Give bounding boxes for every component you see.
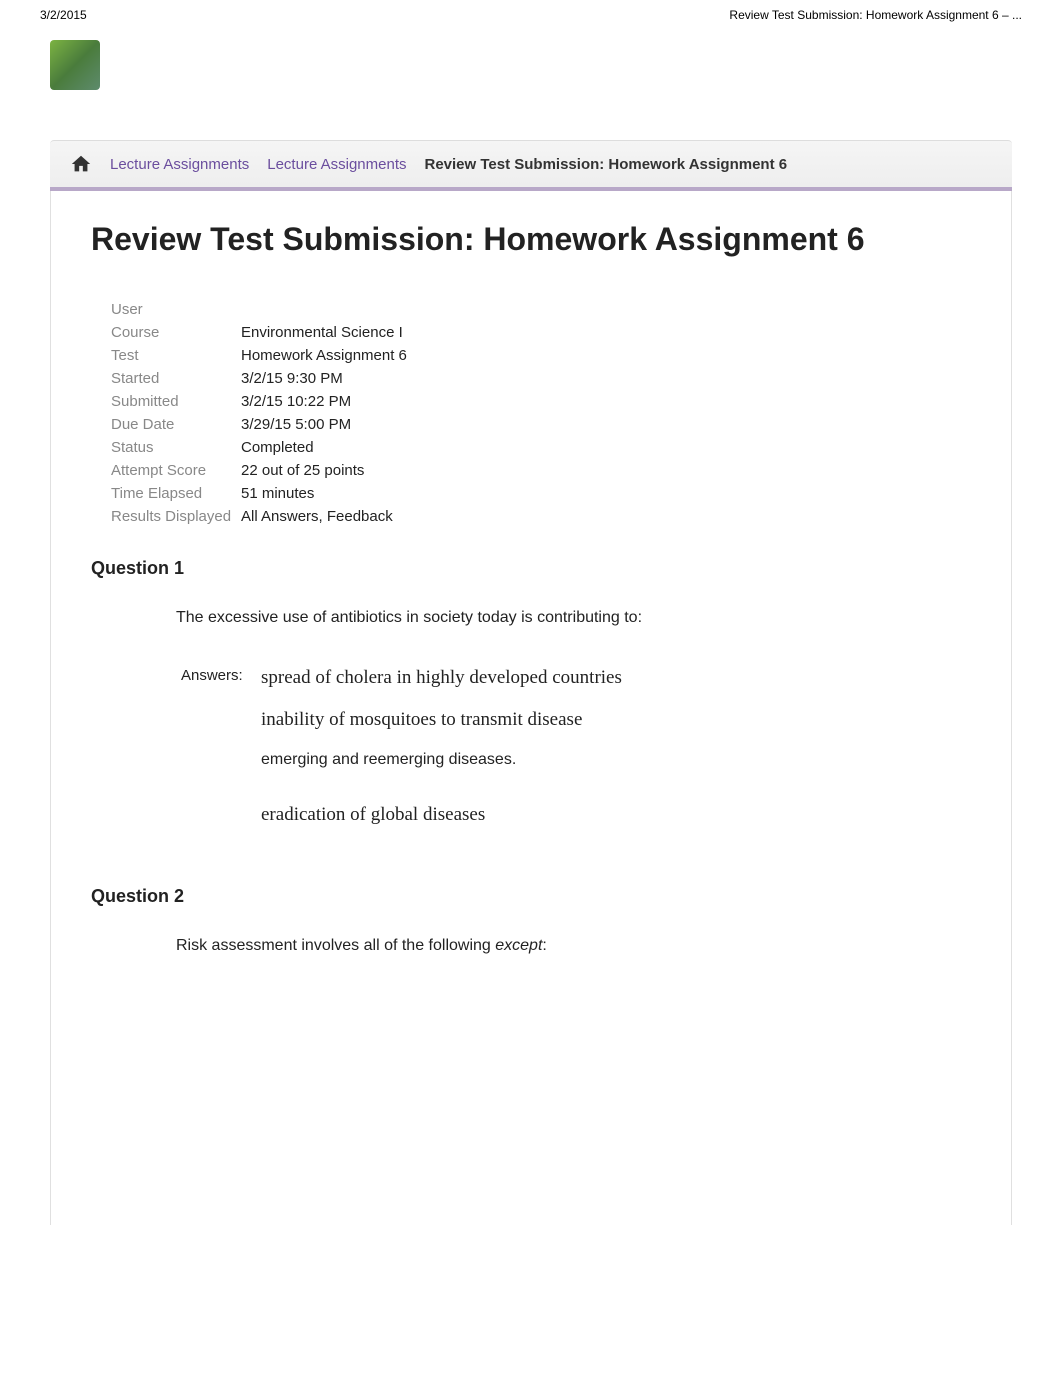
info-value: 3/2/15 9:30 PM <box>241 370 343 387</box>
info-row-user: User <box>111 298 971 321</box>
info-label: Results Displayed <box>111 508 241 525</box>
breadcrumb-link-2[interactable]: Lecture Assignments <box>267 156 406 173</box>
info-row-results: Results Displayed All Answers, Feedback <box>111 505 971 528</box>
submission-info-table: User Course Environmental Science I Test… <box>111 298 971 528</box>
info-label: Status <box>111 439 241 456</box>
info-row-test: Test Homework Assignment 6 <box>111 344 971 367</box>
q2-text-after: : <box>542 937 546 954</box>
info-value: All Answers, Feedback <box>241 508 393 525</box>
header-title: Review Test Submission: Homework Assignm… <box>729 8 1022 22</box>
logo-icon <box>50 40 100 90</box>
info-label: Due Date <box>111 416 241 433</box>
info-row-started: Started 3/2/15 9:30 PM <box>111 367 971 390</box>
breadcrumb-current: Review Test Submission: Homework Assignm… <box>425 156 788 173</box>
info-label: Test <box>111 347 241 364</box>
top-banner <box>0 30 1062 140</box>
question-1-answers: Answers: spread of cholera in highly dev… <box>181 667 971 826</box>
question-1-text: The excessive use of antibiotics in soci… <box>176 609 971 627</box>
info-row-score: Attempt Score 22 out of 25 points <box>111 459 971 482</box>
answer-option: spread of cholera in highly developed co… <box>261 667 622 689</box>
info-label: Attempt Score <box>111 462 241 479</box>
info-label: Submitted <box>111 393 241 410</box>
answer-option: eradication of global diseases <box>261 804 622 826</box>
answers-list: spread of cholera in highly developed co… <box>261 667 622 826</box>
info-value: Homework Assignment 6 <box>241 347 407 364</box>
info-label: Started <box>111 370 241 387</box>
answers-label: Answers: <box>181 667 261 826</box>
spacer <box>91 995 971 1195</box>
page-header: 3/2/2015 Review Test Submission: Homewor… <box>0 0 1062 30</box>
breadcrumb: Lecture Assignments Lecture Assignments … <box>50 140 1012 191</box>
q2-text-before: Risk assessment involves all of the foll… <box>176 937 495 954</box>
info-row-status: Status Completed <box>111 436 971 459</box>
info-label: Time Elapsed <box>111 485 241 502</box>
info-value: 22 out of 25 points <box>241 462 364 479</box>
info-row-due: Due Date 3/29/15 5:00 PM <box>111 413 971 436</box>
info-value: Environmental Science I <box>241 324 403 341</box>
info-value: Completed <box>241 439 314 456</box>
info-row-elapsed: Time Elapsed 51 minutes <box>111 482 971 505</box>
q2-text-italic: except <box>495 937 542 954</box>
header-date: 3/2/2015 <box>40 8 87 22</box>
info-value: 3/29/15 5:00 PM <box>241 416 351 433</box>
question-2-text: Risk assessment involves all of the foll… <box>176 937 971 955</box>
info-row-submitted: Submitted 3/2/15 10:22 PM <box>111 390 971 413</box>
info-value: 3/2/15 10:22 PM <box>241 393 351 410</box>
page-title: Review Test Submission: Homework Assignm… <box>91 221 971 258</box>
answer-option: emerging and reemerging diseases. <box>261 751 622 769</box>
home-icon[interactable] <box>70 153 92 175</box>
info-label: Course <box>111 324 241 341</box>
content-area: Review Test Submission: Homework Assignm… <box>50 191 1012 1225</box>
question-2-title: Question 2 <box>91 886 971 907</box>
info-row-course: Course Environmental Science I <box>111 321 971 344</box>
info-value: 51 minutes <box>241 485 314 502</box>
breadcrumb-link-1[interactable]: Lecture Assignments <box>110 156 249 173</box>
question-1-title: Question 1 <box>91 558 971 579</box>
info-label: User <box>111 301 241 318</box>
answer-option: inability of mosquitoes to transmit dise… <box>261 709 622 731</box>
